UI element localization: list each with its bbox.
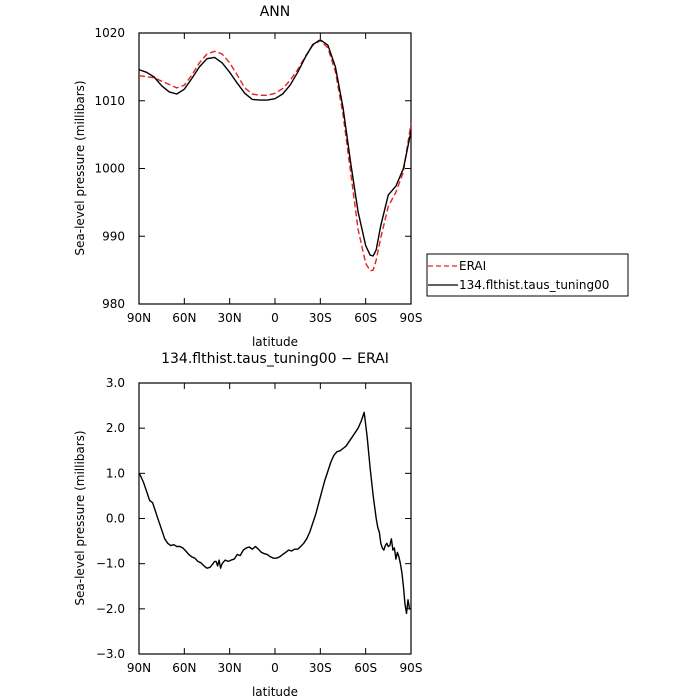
top-y-axis-label: Sea-level pressure (millibars): [73, 80, 87, 255]
y-tick-label: 1000: [94, 162, 125, 176]
bottom-axis-ticks: [138, 382, 412, 655]
y-tick-label: 980: [102, 297, 125, 311]
bottom-y-axis-label: Sea-level pressure (millibars): [73, 430, 87, 605]
top-panel: ANN 90N 60N 30N 0 30S 60S 90S 980 990 1000 1010 10…: [73, 4, 422, 349]
x-tick-label: 60S: [354, 311, 377, 325]
y-tick-label: 2.0: [106, 421, 125, 435]
x-tick-label: 60S: [354, 661, 377, 675]
top-chart-title: ANN: [260, 4, 291, 20]
y-tick-label: 1010: [94, 94, 125, 108]
y-tick-label: 1020: [94, 26, 125, 40]
y-tick-label: 990: [102, 229, 125, 243]
legend-box: [426, 253, 629, 297]
bottom-y-tick-labels: −3.0 −2.0 −1.0 0.0 1.0 2.0 3.0: [96, 376, 125, 661]
x-tick-label: 90N: [127, 661, 151, 675]
bottom-series-lines: [138, 411, 411, 615]
x-tick-label: 90S: [400, 311, 423, 325]
series-line-134-flthist-taus-tuning00: [138, 39, 412, 257]
series-line-difference: [138, 411, 411, 615]
y-tick-label: −2.0: [96, 602, 125, 616]
bottom-plot-frame: [138, 382, 412, 655]
y-tick-label: 3.0: [106, 376, 125, 390]
x-tick-label: 90N: [127, 311, 151, 325]
top-axis-ticks: [138, 32, 412, 305]
x-tick-label: 30S: [309, 311, 332, 325]
y-tick-label: −1.0: [96, 557, 125, 571]
bottom-x-axis-label: latitude: [252, 685, 298, 699]
x-tick-label: 60N: [172, 661, 196, 675]
y-tick-label: 1.0: [106, 466, 125, 480]
top-x-axis-label: latitude: [252, 335, 298, 349]
series-line-erai: [138, 39, 412, 272]
x-tick-label: 30S: [309, 661, 332, 675]
y-tick-label: −3.0: [96, 647, 125, 661]
top-x-tick-labels: 90N 60N 30N 0 30S 60S 90S: [127, 311, 423, 325]
x-tick-label: 0: [271, 661, 279, 675]
y-tick-label: 0.0: [106, 512, 125, 526]
bottom-panel: 134.flthist.taus_tuning00 − ERAI 90N 60N 3…: [73, 351, 422, 699]
top-y-tick-labels: 980 990 1000 1010 1020: [94, 26, 125, 311]
x-tick-label: 30N: [218, 661, 242, 675]
legend: ERAI 134.flthist.taus_tuning00: [426, 253, 629, 297]
x-tick-label: 0: [271, 311, 279, 325]
bottom-x-tick-labels: 90N 60N 30N 0 30S 60S 90S: [127, 661, 423, 675]
bottom-chart-title: 134.flthist.taus_tuning00 − ERAI: [161, 351, 389, 367]
x-tick-label: 60N: [172, 311, 196, 325]
top-series-lines: [138, 39, 412, 272]
x-tick-label: 90S: [400, 661, 423, 675]
legend-label-erai: ERAI: [459, 259, 486, 273]
x-tick-label: 30N: [218, 311, 242, 325]
legend-label-model: 134.flthist.taus_tuning00: [459, 278, 609, 292]
top-plot-frame: [138, 32, 412, 305]
